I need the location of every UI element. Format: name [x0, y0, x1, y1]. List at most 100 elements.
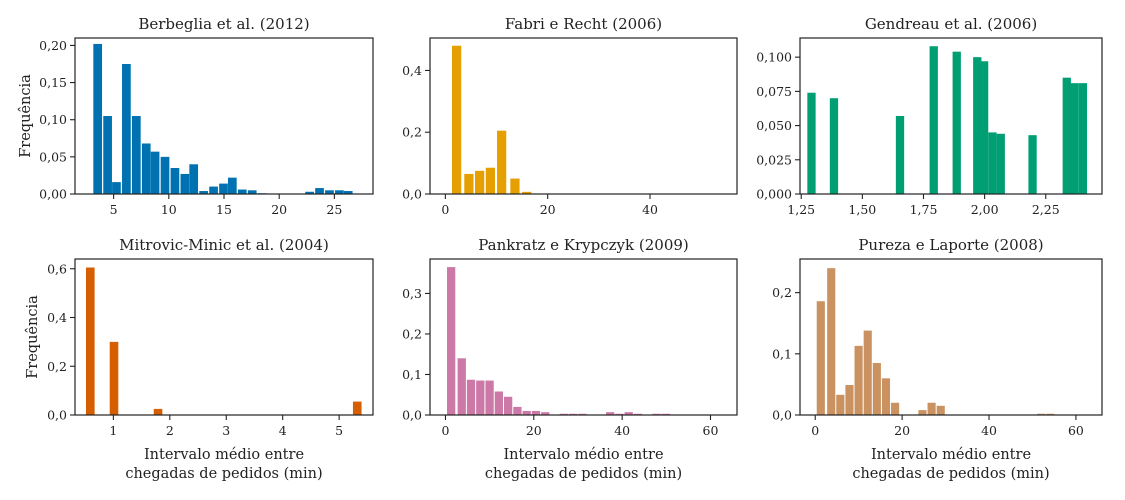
bar: [827, 268, 836, 415]
y-tick-label: 0,2: [772, 285, 792, 300]
bar: [807, 92, 816, 194]
bar: [661, 413, 670, 415]
bar: [973, 57, 982, 194]
x-axis-label: Intervalo médio entre: [144, 447, 304, 463]
bar: [209, 186, 218, 194]
bar: [170, 168, 180, 194]
y-tick-label: 0,05: [39, 149, 67, 164]
bar: [1046, 413, 1055, 415]
bar: [305, 191, 314, 194]
y-tick-label: 0,0: [47, 408, 67, 423]
bar: [160, 156, 170, 194]
y-axis-label: Frequência: [18, 74, 34, 158]
x-tick-label: 2,25: [1032, 202, 1060, 217]
plot-frame: [429, 258, 738, 416]
panel-2: 0 20 40 0,0 0,2 0,4 Fabri e Recht (2006): [402, 15, 738, 217]
bar: [485, 380, 494, 415]
bar: [531, 410, 541, 415]
bar: [237, 189, 247, 194]
bar: [227, 177, 237, 194]
x-tick-label: 40: [981, 423, 997, 438]
bar: [952, 51, 961, 195]
x-tick-label: 1: [109, 423, 117, 438]
bar: [352, 401, 362, 415]
bar: [343, 191, 353, 194]
panel-title: Pureza e Laporte (2008): [858, 236, 1043, 254]
y-tick-label: 0,3: [402, 286, 422, 301]
bar: [522, 410, 531, 415]
bar: [927, 402, 936, 415]
x-tick-label: 20: [894, 423, 910, 438]
bar: [86, 267, 95, 415]
y-tick-label: 0,20: [39, 38, 67, 53]
bar: [112, 182, 121, 194]
bar: [816, 301, 825, 415]
x-tick-label: 20: [271, 202, 287, 217]
bar: [199, 191, 208, 194]
bar: [103, 116, 112, 194]
x-tick-label: 1,25: [787, 202, 815, 217]
bar: [559, 413, 568, 415]
panel-title: Mitrovic-Minic et al. (2004): [119, 236, 329, 254]
panel-title: Gendreau et al. (2006): [865, 15, 1037, 33]
y-tick-label: 0,100: [756, 50, 792, 65]
x-tick-label: 2,00: [971, 202, 999, 217]
x-tick-label: 40: [642, 202, 658, 217]
bar: [452, 45, 462, 194]
bar: [93, 43, 103, 194]
bar: [895, 116, 905, 194]
bar: [497, 130, 507, 194]
x-tick-label: 2: [166, 423, 174, 438]
bar: [247, 190, 257, 194]
bar: [189, 164, 199, 194]
x-tick-label: 60: [1068, 423, 1084, 438]
bar: [929, 46, 938, 195]
x-tick-label: 5: [110, 202, 118, 217]
y-tick-label: 0,2: [402, 125, 422, 140]
y-tick-label: 0,2: [47, 359, 67, 374]
bar: [606, 412, 615, 415]
bar: [1078, 83, 1088, 194]
bar: [447, 267, 456, 415]
bar: [918, 410, 927, 415]
y-tick-label: 0,0: [402, 408, 422, 423]
bar: [494, 391, 503, 415]
bar: [335, 190, 344, 194]
bar: [475, 170, 485, 194]
bar: [131, 116, 141, 194]
panel-4: 1 2 3 4 5 0,0 0,2 0,4 0,6 Mitrovic-Minic et al. (…: [25, 236, 374, 482]
x-tick-label: 40: [614, 423, 630, 438]
bar: [1062, 77, 1071, 194]
bar: [485, 167, 495, 194]
bar: [122, 64, 131, 194]
y-tick-label: 0,1: [772, 346, 792, 361]
panel-1: 5 10 15 20 25 0,00 0,05 0,10 0,15 0,20 Berbeglia e…: [18, 15, 374, 217]
x-tick-label: 0: [811, 423, 819, 438]
bar: [141, 143, 151, 194]
x-tick-label: 0: [441, 423, 449, 438]
y-tick-label: 0,15: [39, 75, 67, 90]
y-axis-label: Frequência: [25, 295, 41, 379]
bar: [180, 173, 190, 194]
x-axis-label: chegadas de pedidos (min): [852, 466, 1049, 482]
bar: [891, 402, 900, 415]
x-tick-label: 25: [326, 202, 342, 217]
bar: [652, 413, 661, 415]
bar: [979, 61, 989, 195]
y-tick-label: 0,0: [402, 187, 422, 202]
x-tick-label: 4: [279, 423, 287, 438]
x-axis-label: chegadas de pedidos (min): [125, 466, 322, 482]
y-tick-label: 0,025: [756, 152, 792, 167]
panel-title: Berbeglia et al. (2012): [138, 15, 309, 33]
panel-title: Pankratz e Krypczyk (2009): [478, 236, 689, 254]
plot-frame: [74, 258, 374, 416]
bar: [996, 133, 1005, 194]
panel-3: 1,25 1,50 1,75 2,00 2,25 0,000 0,025 0,050 0,075…: [756, 15, 1103, 217]
bar: [845, 385, 854, 415]
x-tick-label: 0: [441, 202, 449, 217]
bar: [854, 345, 863, 415]
x-tick-label: 60: [703, 423, 719, 438]
bar: [325, 190, 334, 194]
bar: [872, 363, 881, 415]
